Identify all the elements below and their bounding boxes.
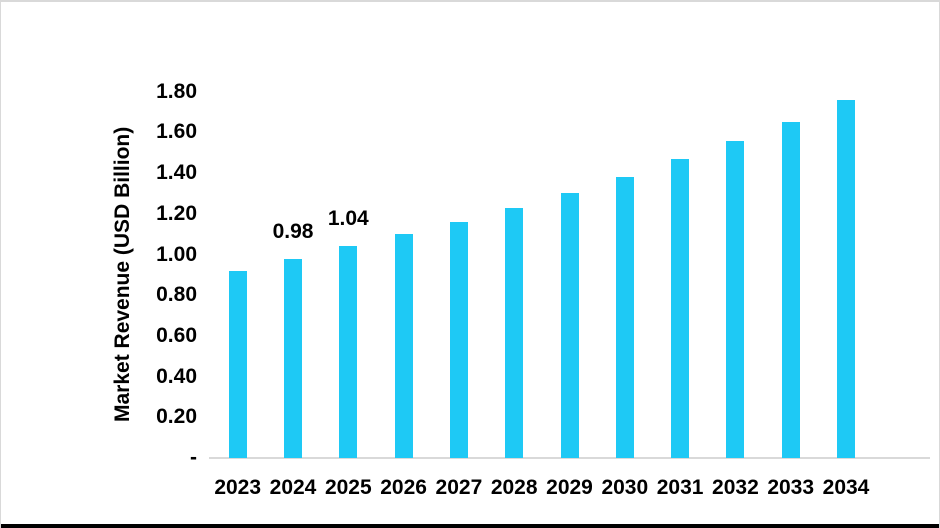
x-axis-label: 2034 (822, 476, 870, 499)
x-axis-label: 2031 (656, 476, 704, 499)
x-axis-label: 2027 (435, 476, 483, 499)
data-label-2024: 0.98 (272, 219, 314, 243)
x-axis-label: 2033 (767, 476, 815, 499)
y-tick-label: 1.60 (156, 120, 197, 144)
x-axis-label: 2032 (712, 476, 759, 499)
bar-2034 (837, 99, 855, 458)
x-axis-label: 2028 (490, 476, 538, 499)
bar-2033 (781, 122, 800, 458)
bar-2032 (726, 140, 745, 458)
x-axis-label: 2026 (380, 476, 427, 499)
bar-2030 (615, 177, 634, 458)
y-tick-label: 0.20 (156, 405, 197, 429)
y-tick-label: 1.40 (156, 161, 197, 185)
y-tick-label: 0.60 (156, 323, 197, 347)
x-axis-label: 2025 (324, 476, 372, 499)
x-axis-label: 2023 (214, 476, 262, 499)
bottom-border-line (1, 524, 939, 528)
bar-2028 (505, 207, 524, 458)
y-tick-label: 1.20 (156, 201, 197, 225)
bar-2031 (671, 158, 690, 458)
y-tick-label: 0.80 (156, 283, 197, 307)
bar-2027 (449, 221, 468, 458)
y-tick-label: 1.00 (156, 242, 197, 266)
bar-2023 (228, 270, 247, 458)
bar-2029 (560, 193, 579, 458)
y-tick-label: - (190, 446, 197, 469)
y-tick-label: 1.80 (156, 79, 197, 103)
data-label-2025: 1.04 (327, 207, 369, 231)
bar-2026 (394, 234, 413, 458)
x-axis-label: 2029 (546, 476, 593, 499)
y-tick-label: 0.40 (156, 364, 197, 388)
bar-2024 (284, 258, 302, 458)
x-axis-line (209, 457, 930, 459)
x-axis-label: 2030 (601, 476, 649, 499)
x-axis-label: 2024 (269, 476, 317, 499)
bar-2025 (339, 246, 358, 458)
